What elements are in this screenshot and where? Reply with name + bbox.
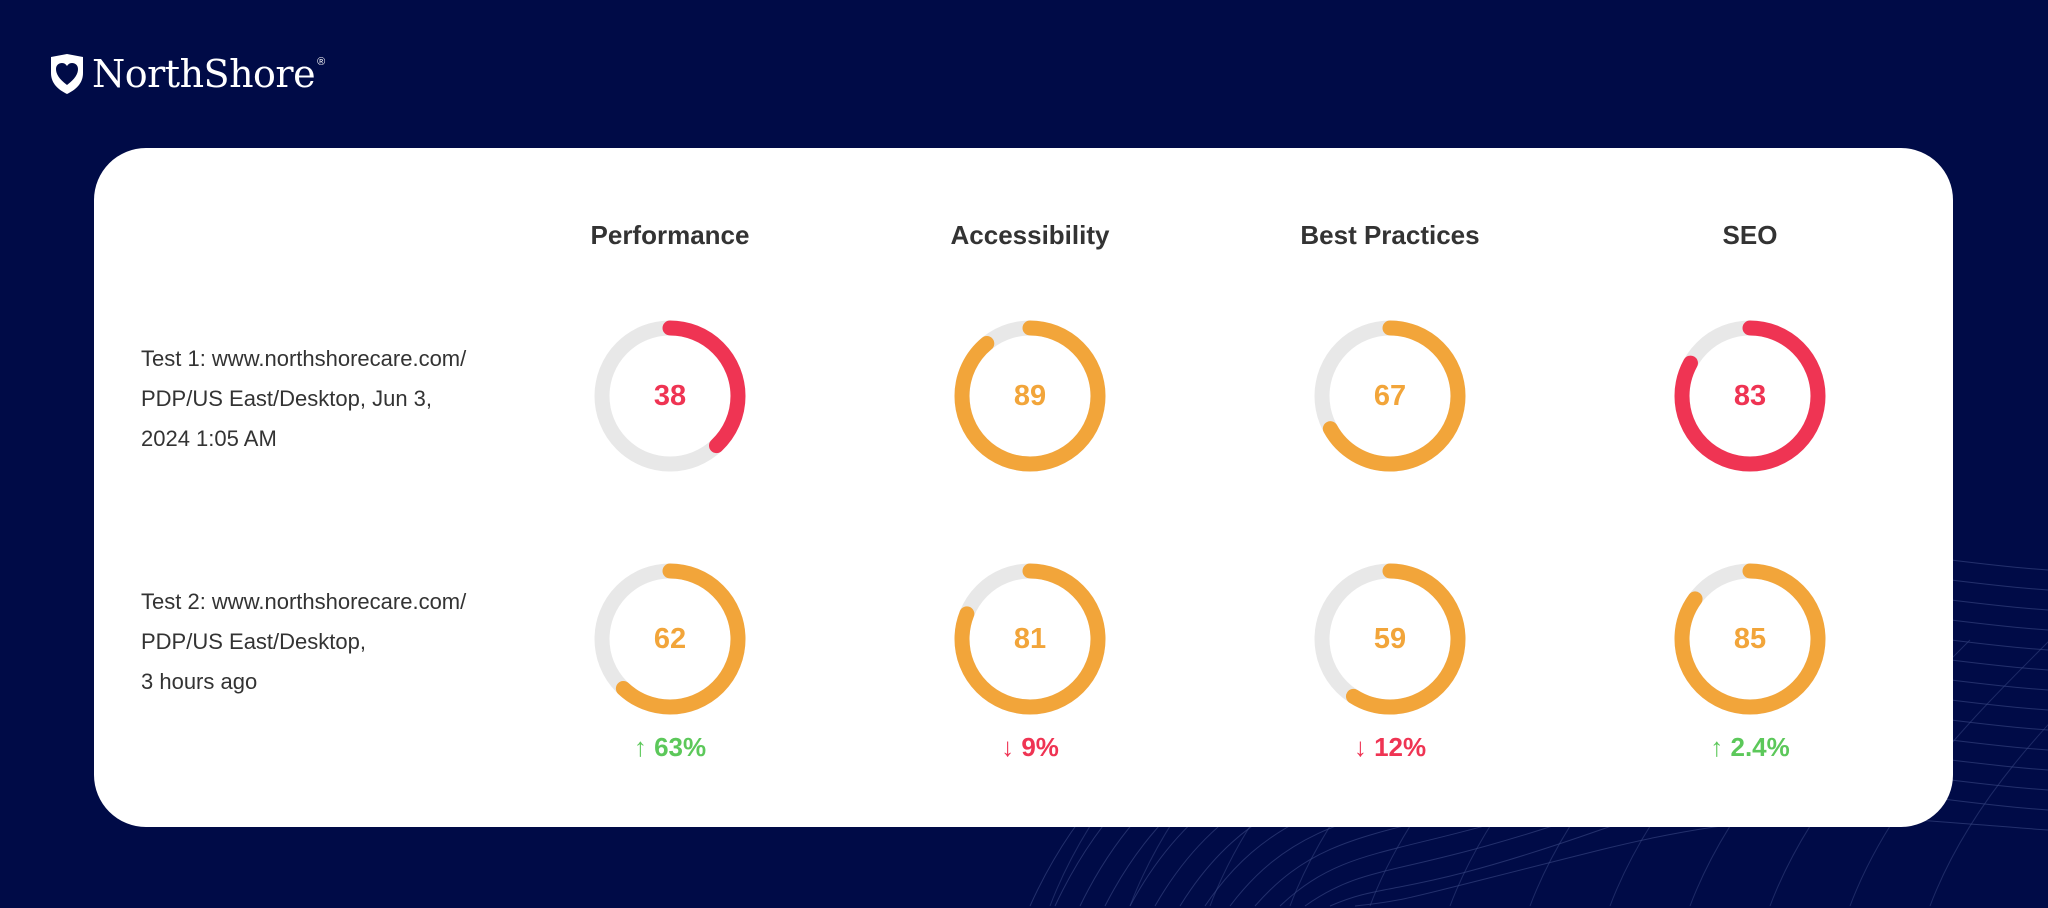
- arrow-up-icon: ↑: [1710, 732, 1724, 762]
- score-gauge: 83: [1670, 316, 1830, 476]
- wave-line: [1354, 817, 2048, 907]
- gauge-ring: [954, 563, 1106, 715]
- column-header-performance: Performance: [590, 220, 750, 250]
- gauge-progress: [594, 320, 746, 472]
- gauge-ring: [594, 320, 746, 472]
- score-gauge: 81: [950, 559, 1110, 719]
- gauge-ring: [1674, 320, 1826, 472]
- brand-name: NorthShore: [92, 52, 316, 96]
- score-gauge: 59: [1310, 559, 1470, 719]
- score-gauge: 38: [590, 316, 750, 476]
- score-change: ↑ 2.4%: [1650, 732, 1850, 763]
- score-value: 62: [653, 623, 687, 655]
- gauge-progress: [1674, 320, 1826, 472]
- change-percent: 2.4%: [1730, 732, 1790, 762]
- wave-line: [1929, 724, 2048, 907]
- score-value: 83: [1733, 380, 1767, 412]
- registered-mark: ®: [317, 56, 326, 68]
- score-value: 38: [653, 380, 687, 412]
- gauge-progress: [954, 563, 1106, 715]
- gauge-ring: [954, 320, 1106, 472]
- score-value: 67: [1373, 380, 1407, 412]
- gauge-ring: [1674, 563, 1826, 715]
- gauge-progress: [594, 563, 746, 715]
- score-value: 81: [1013, 623, 1047, 655]
- change-percent: 63%: [654, 732, 707, 762]
- change-percent: 12%: [1374, 732, 1427, 762]
- score-gauge: 85: [1670, 559, 1830, 719]
- test-1-label: Test 1: www.northshorecare.com/PDP/US Ea…: [141, 339, 541, 459]
- arrow-up-icon: ↑: [633, 732, 647, 762]
- score-change: ↓ 9%: [930, 732, 1130, 763]
- score-value: 59: [1373, 623, 1407, 655]
- score-gauge: 62: [590, 559, 750, 719]
- shield-heart-icon: [51, 54, 83, 94]
- gauge-ring: [1314, 320, 1466, 472]
- score-change: ↓ 12%: [1290, 732, 1490, 763]
- gauge-ring: [1314, 563, 1466, 715]
- northshore-logo: NorthShore ®: [48, 52, 325, 96]
- score-gauge: 67: [1310, 316, 1470, 476]
- column-header-best-practices: Best Practices: [1300, 220, 1480, 250]
- gauge-progress: [1674, 563, 1826, 715]
- test-label-line: PDP/US East/Desktop, Jun 3,: [141, 386, 433, 411]
- score-value: 89: [1013, 380, 1047, 412]
- column-header-accessibility: Accessibility: [950, 220, 1110, 250]
- column-header-seo: SEO: [1722, 220, 1778, 250]
- gauge-progress: [954, 320, 1106, 472]
- gauge-ring: [594, 563, 746, 715]
- arrow-down-icon: ↓: [1353, 732, 1367, 762]
- arrow-down-icon: ↓: [1001, 732, 1015, 762]
- test-label-line: PDP/US East/Desktop,: [141, 629, 366, 654]
- score-value: 85: [1733, 623, 1767, 655]
- test-2-label: Test 2: www.northshorecare.com/PDP/US Ea…: [141, 582, 541, 702]
- change-percent: 9%: [1021, 732, 1059, 762]
- score-change: ↑ 63%: [570, 732, 770, 763]
- test-label-line: 3 hours ago: [141, 669, 258, 694]
- score-gauge: 89: [950, 316, 1110, 476]
- test-label-line: Test 2: www.northshorecare.com/: [141, 589, 467, 614]
- test-label-line: Test 1: www.northshorecare.com/: [141, 346, 467, 371]
- gauge-progress: [1314, 563, 1466, 715]
- test-label-line: 2024 1:05 AM: [141, 426, 277, 451]
- gauge-progress: [1314, 320, 1466, 472]
